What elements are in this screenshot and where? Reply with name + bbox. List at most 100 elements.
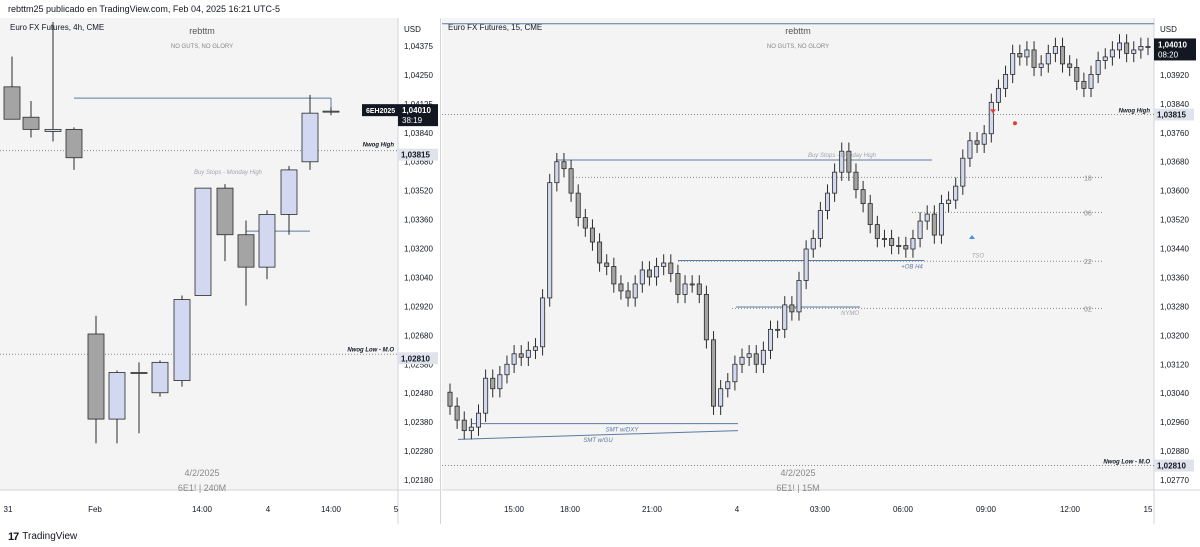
publish-header: rebttm25 publicado en TradingView.com, F… (8, 4, 280, 14)
right-red-triangle-icon (990, 109, 996, 114)
right-time-tick: 4 (735, 505, 740, 514)
left-price-tick: 1,02380 (404, 418, 433, 427)
right-candle-body (696, 283, 702, 295)
right-candle-body (746, 353, 752, 358)
left-nwog-low-label: Nwog Low - M.O (347, 347, 394, 353)
right-currency-label: USD (1160, 25, 1177, 34)
right-chart-canvas[interactable]: 1,040401,039201,038401,037601,036801,036… (442, 18, 1200, 524)
right-symbol-watermark: 6E1! | 15M (776, 483, 819, 493)
left-time-tick: Feb (88, 505, 102, 514)
right-time-tick: 15 (1144, 505, 1153, 514)
right-candle-body (661, 262, 667, 267)
left-chart-panel[interactable]: 1,043751,042501,041251,038401,036801,035… (0, 18, 441, 524)
right-last-price-bg (1154, 38, 1196, 61)
left-candle-body (151, 361, 169, 394)
right-candle-body (924, 213, 930, 222)
right-candle-body (1131, 49, 1137, 54)
right-candle-body (497, 374, 503, 390)
right-smt-gu-line (457, 430, 739, 440)
left-candle-body (280, 169, 298, 215)
right-candle-body (718, 388, 724, 407)
right-price-tick: 1,03840 (1160, 100, 1189, 109)
right-price-tick: 1,03360 (1160, 273, 1189, 282)
left-time-tick: 14:00 (321, 505, 342, 514)
right-candle-body (689, 283, 695, 286)
footer: 17 TradingView (0, 524, 1200, 544)
right-candle-body (646, 269, 652, 278)
right-candle-body (967, 140, 973, 159)
left-nwog-high-price: 1,03815 (401, 151, 430, 160)
right-candle-body (824, 192, 830, 211)
right-candle-body (511, 353, 517, 365)
right-candle-body (903, 245, 909, 250)
right-candle-body (960, 157, 966, 187)
right-candle-body (1031, 49, 1037, 68)
right-candle-body (568, 168, 574, 194)
right-candle-body (504, 363, 510, 376)
right-candle-body (540, 297, 546, 348)
right-smt-dxy-label: SMT w/DXY (606, 428, 640, 434)
right-candle-body (625, 290, 631, 299)
tradingview-logo[interactable]: 17 TradingView (8, 527, 77, 547)
right-candle-body (938, 203, 944, 236)
right-price-tick: 1,03600 (1160, 187, 1189, 196)
left-price-tick: 1,04250 (404, 71, 433, 80)
right-candle-body (490, 377, 496, 390)
left-chart-canvas[interactable]: 1,043751,042501,041251,038401,036801,035… (0, 18, 440, 524)
right-candle-body (618, 283, 624, 292)
right-candle-body (1138, 46, 1144, 51)
left-price-tick: 1,02480 (404, 389, 433, 398)
right-price-tick: 1,03200 (1160, 331, 1189, 340)
right-candle-body (732, 363, 738, 383)
left-candle-body (258, 214, 276, 268)
right-nwog-low-label: Nwog Low - M.O (1103, 460, 1150, 466)
left-time-tick: 4 (266, 505, 271, 514)
right-fib-level-label: 02 (1084, 306, 1092, 313)
left-price-tick: 1,03200 (404, 245, 433, 254)
right-time-tick: 15:00 (504, 505, 525, 514)
left-candle-body (216, 187, 234, 236)
right-time-tick: 18:00 (560, 505, 581, 514)
right-price-tick: 1,03680 (1160, 158, 1189, 167)
right-candle-body (547, 182, 553, 299)
right-candle-body (1038, 63, 1044, 68)
right-candle-body (561, 161, 567, 170)
right-candle-body (1045, 53, 1051, 65)
right-buy-stops-label: Buy Stops - Monday High (808, 153, 877, 159)
right-candle-body (1017, 53, 1023, 58)
right-price-tick: 1,03040 (1160, 389, 1189, 398)
right-candle-body (1074, 67, 1080, 82)
right-candle-body (639, 269, 645, 285)
right-candle-body (1095, 60, 1101, 75)
right-price-tick: 1,03920 (1160, 71, 1189, 80)
tradingview-brand-text: TradingView (22, 531, 78, 542)
left-candle-body (108, 372, 126, 420)
right-candle-body (789, 304, 795, 313)
right-time-tick: 03:00 (810, 505, 831, 514)
left-candle-body (65, 128, 83, 159)
left-nwog-low-price-bg (398, 352, 438, 365)
left-last-price-bg (398, 104, 438, 127)
right-smt-gu-label: SMT w/GU (583, 438, 613, 444)
left-contract-label-bg (362, 104, 398, 117)
right-candle-body (1010, 53, 1016, 75)
right-candle-body (860, 189, 866, 205)
left-price-tick: 1,02180 (404, 476, 433, 485)
right-candle-body (1117, 42, 1123, 51)
right-motto-watermark: NO GUTS, NO GLORY (767, 44, 829, 50)
right-chart-panel[interactable]: 1,040401,039201,038401,037601,036801,036… (442, 18, 1200, 524)
right-countdown: 08:20 (1158, 50, 1179, 59)
right-candle-body (739, 356, 745, 365)
right-plot-background (442, 18, 1154, 490)
right-candle-body (881, 238, 887, 240)
left-candle-body (301, 112, 319, 163)
right-candle-body (675, 273, 681, 295)
left-price-tick: 1,03360 (404, 216, 433, 225)
right-candle-body (981, 133, 987, 145)
left-candle-body (22, 116, 40, 130)
right-time-tick: 09:00 (976, 505, 997, 514)
right-nwog-low-price-bg (1154, 459, 1194, 472)
left-price-tick: 1,03680 (404, 158, 433, 167)
left-nwog-low-price: 1,02810 (401, 354, 430, 363)
left-contract-label: 6EH2025 (366, 108, 395, 115)
